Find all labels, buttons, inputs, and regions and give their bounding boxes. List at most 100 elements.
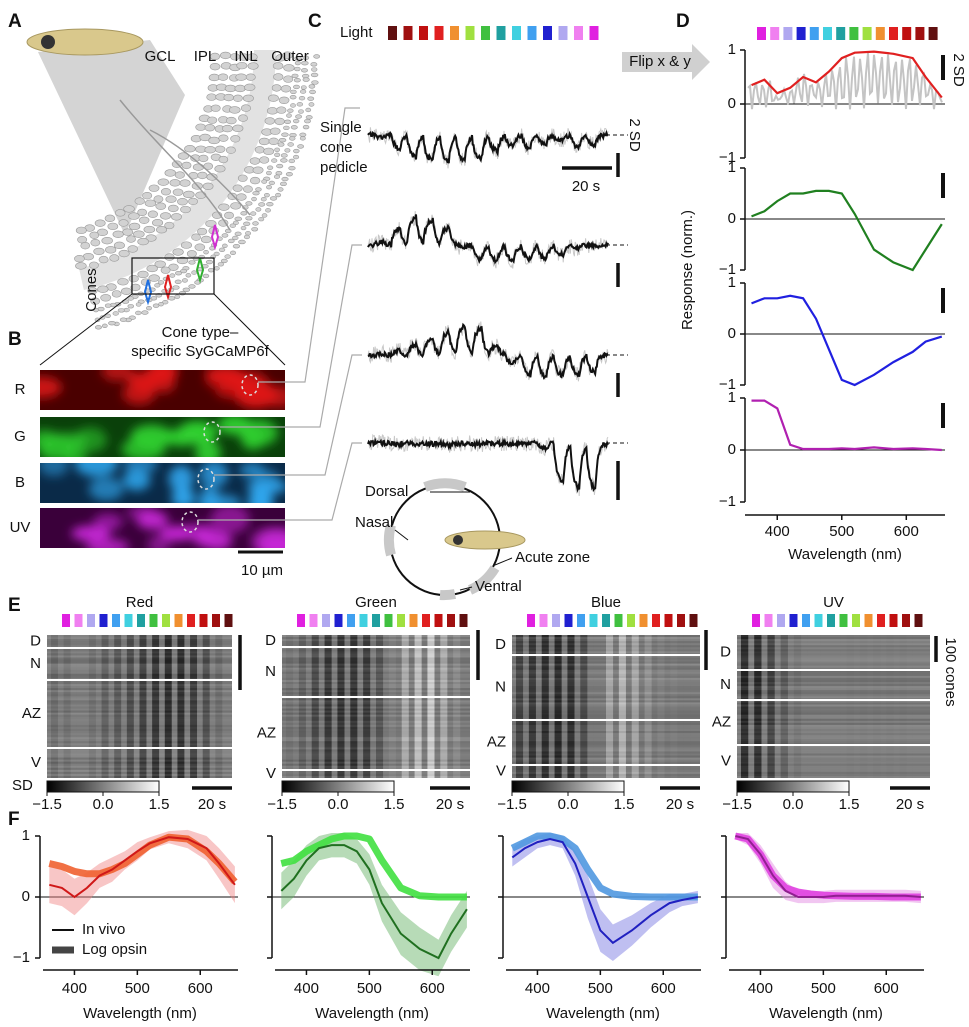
colorbar-tick-label: 0.0 — [558, 796, 579, 813]
cell — [227, 238, 235, 244]
zone-label: N — [495, 678, 506, 695]
blob — [168, 465, 194, 493]
cell — [112, 230, 124, 238]
cell — [87, 287, 98, 295]
cell — [266, 170, 272, 176]
heatmap-stripe — [126, 635, 134, 778]
cell — [302, 124, 310, 130]
cell — [89, 231, 100, 239]
heatmap-noise — [737, 684, 930, 687]
heatmap-noise — [512, 751, 700, 754]
stimulus-square — [839, 614, 848, 627]
heatmap-stripe — [388, 635, 396, 778]
heatmap-noise — [737, 753, 930, 756]
cell — [221, 233, 229, 238]
cell — [96, 228, 108, 237]
heatmap-title: UV — [823, 594, 844, 611]
heatmap-noise — [737, 704, 930, 707]
heatmap-noise — [282, 694, 470, 697]
heatmap-stripe — [780, 635, 788, 778]
cell — [154, 283, 161, 288]
heatmap-noise — [512, 708, 700, 711]
heatmap-noise — [47, 663, 232, 666]
heatmap-noise — [737, 690, 930, 693]
blob — [210, 508, 250, 534]
fish-eye — [41, 35, 55, 49]
cell — [111, 290, 122, 298]
tuning-curve — [751, 189, 943, 272]
heatmap-noise — [47, 718, 232, 721]
cell — [169, 179, 181, 187]
stimulus-square — [889, 614, 898, 627]
heatmap-stripe — [311, 635, 319, 778]
heatmap-noise — [47, 694, 232, 697]
zone-label: V — [266, 765, 276, 782]
heatmap-noise — [282, 726, 470, 729]
heatmap-noise — [282, 637, 470, 640]
cell — [204, 146, 216, 154]
cell — [143, 225, 156, 234]
heatmap-noise — [512, 690, 700, 693]
stimulus-square — [450, 26, 459, 40]
cell — [236, 61, 248, 70]
pointer — [459, 586, 473, 591]
cone-cell — [163, 274, 173, 301]
tuning-curve — [751, 294, 943, 387]
heatmap-noise — [47, 637, 232, 640]
heatmap-noise — [282, 686, 470, 689]
heatmap-noise — [47, 753, 232, 756]
stimulus-square — [677, 614, 685, 627]
cell — [191, 233, 201, 241]
cell — [185, 273, 192, 278]
cell — [148, 184, 160, 192]
roi-link — [220, 244, 362, 428]
x-tick-label: 600 — [874, 980, 899, 997]
cell — [167, 296, 176, 301]
cell — [283, 75, 294, 83]
heatmap-noise — [282, 739, 470, 742]
heatmap-noise — [737, 675, 930, 678]
stimulus-square — [174, 614, 183, 627]
blob — [71, 525, 111, 542]
stimulus-square — [322, 614, 330, 627]
heatmap-noise — [737, 775, 930, 778]
cell — [302, 77, 310, 82]
cell — [122, 228, 134, 236]
heatmap-noise — [737, 635, 930, 638]
cell — [107, 222, 119, 231]
cell — [105, 313, 111, 318]
mean-trace — [367, 436, 609, 494]
cell — [155, 202, 167, 210]
cell — [273, 174, 281, 179]
zone-label: N — [30, 655, 41, 672]
cell — [118, 249, 130, 258]
cell — [310, 72, 319, 78]
heatmap-noise — [512, 669, 700, 672]
stimulus-square — [527, 614, 535, 627]
cell — [274, 117, 285, 126]
heatmap-noise — [282, 661, 470, 664]
colorbar-tick-label: −1.5 — [32, 796, 62, 813]
heatmap-noise — [47, 700, 232, 703]
blob — [126, 371, 159, 389]
compass-label: Acute zone — [515, 549, 590, 566]
heatmap-noise — [47, 710, 232, 713]
heatmap-noise — [282, 720, 470, 723]
heatmap-noise — [737, 694, 930, 697]
cell — [205, 259, 214, 265]
heatmap-noise — [47, 645, 232, 648]
x-tick-label: 500 — [588, 980, 613, 997]
heatmap-stripe — [286, 635, 294, 778]
cell — [127, 296, 134, 301]
cell — [290, 89, 297, 95]
blob — [205, 372, 249, 390]
heatmap-noise — [737, 661, 930, 664]
cell — [301, 68, 308, 73]
cell — [302, 55, 310, 60]
cell — [188, 197, 198, 206]
heatmap-noise — [282, 698, 470, 701]
heatmap-noise — [737, 755, 930, 758]
cell — [104, 303, 112, 308]
heatmap-noise — [282, 700, 470, 703]
